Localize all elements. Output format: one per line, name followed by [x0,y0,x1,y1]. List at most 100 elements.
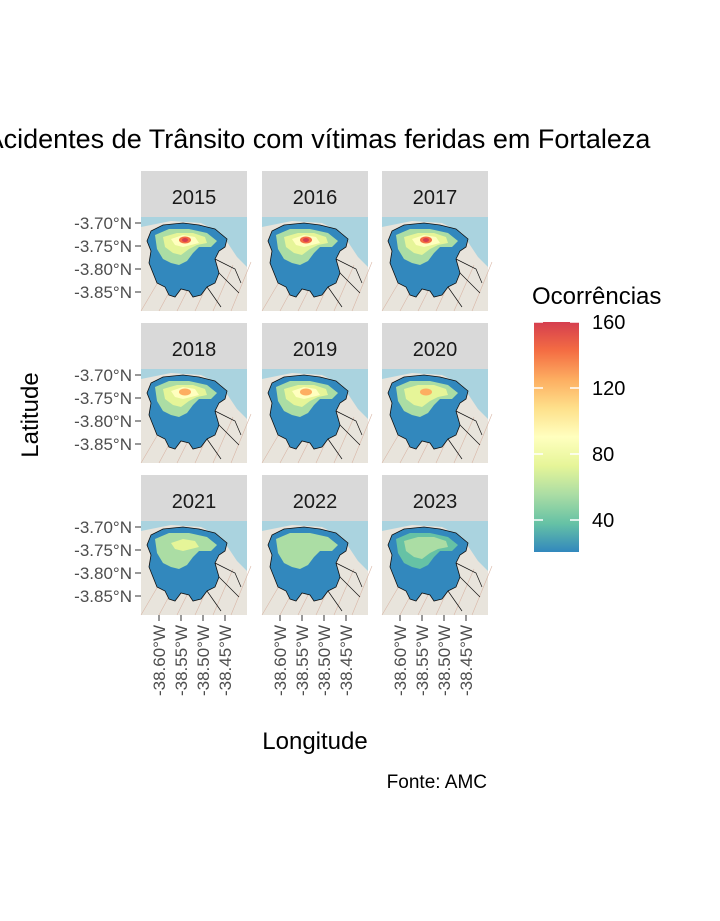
map-road [212,264,234,312]
caption: Fonte: AMC [387,772,487,793]
boundary-line [447,562,483,612]
legend-ticks: 160 120 80 40 [534,312,625,532]
density-zone-high [284,537,328,559]
map-area [140,521,252,616]
x-tick-label: -38.55°W [293,625,312,696]
chart-title: Acidentes de Trânsito com vítimas ferida… [0,124,651,154]
map-sea [382,217,488,267]
boundary-line [327,258,363,308]
legend-title: Ocorrências [532,283,661,310]
map-road [230,261,252,312]
map-area [261,521,373,616]
legend: Ocorrências 160 120 80 40 [532,283,661,552]
y-tick-label: -3.70°N [74,518,132,537]
map-road [230,565,252,616]
facet-strip-label: 2021 [172,491,217,513]
density-hotspot-core [303,238,309,242]
boundary-line [327,410,363,460]
legend-label: 120 [592,378,625,400]
density-hotspot [179,388,191,396]
x-tick-label: -38.45°W [457,625,476,696]
density-hotspot-core [423,238,429,242]
legend-label: 80 [592,444,614,466]
facet-strip [262,323,368,369]
map-area [381,369,493,464]
facet-panel-2022: 2022 [261,475,373,616]
density-zone-higher [171,539,199,551]
x-tick-label: -38.45°W [337,625,356,696]
legend-label: 40 [592,510,614,532]
x-tick-label: -38.50°W [194,625,213,696]
map-sea [141,217,247,267]
map-sea [262,217,368,267]
map-road [351,261,373,312]
boundary-line [447,410,483,460]
facet-strip-label: 2020 [413,339,458,361]
density-hotspot [300,388,312,396]
map-sea [262,521,368,571]
facet-strip-label: 2023 [413,491,458,513]
y-tick-label: -3.80°N [74,564,132,583]
facet-strip [141,475,247,521]
y-tick-label: -3.75°N [74,541,132,560]
y-tick-label: -3.70°N [74,366,132,385]
map-sea [141,369,247,419]
map-road [453,568,475,616]
map-area [140,369,252,464]
legend-colorbar [534,322,579,552]
facet-strip-label: 2015 [172,187,217,209]
map-road [471,413,493,464]
facet-panel-2017: 2017 [381,171,493,312]
y-axis: -3.70°N -3.75°N -3.80°N -3.85°N -3.70°N -3.75… [74,214,141,606]
boundary-line [206,562,242,612]
map-road [230,413,252,464]
facet-panel-2016: 2016 [261,171,373,312]
map-area [140,217,252,312]
map-road [453,264,475,312]
density-hotspot-core [182,238,188,242]
facet-strip-label: 2019 [293,339,338,361]
facet-strip-label: 2016 [293,187,338,209]
map-road [351,413,373,464]
facet-strip [382,323,488,369]
legend-label: 160 [592,312,625,334]
x-tick-label: -38.55°W [172,625,191,696]
map-road [212,416,234,464]
y-tick-label: -3.85°N [74,587,132,606]
facet-strip [141,323,247,369]
facet-strip [382,171,488,217]
x-tick-label: -38.45°W [216,625,235,696]
map-road [351,565,373,616]
facet-panel-2018: 2018 [140,323,252,464]
map-sea [262,369,368,419]
facet-panel-2020: 2020 [381,323,493,464]
facet-panels: 2015 2016 2017 2018 2019 2020 2021 2022 2023 [140,171,493,616]
facet-strip [262,475,368,521]
map-road [471,261,493,312]
map-area [261,369,373,464]
density-zone-high [404,537,448,559]
map-road [333,416,355,464]
facet-strip-label: 2022 [293,491,338,513]
map-sea [382,369,488,419]
x-tick-label: -38.50°W [435,625,454,696]
map-road [333,264,355,312]
map-area [381,217,493,312]
y-tick-label: -3.85°N [74,435,132,454]
x-axis: -38.60°W -38.55°W -38.50°W -38.45°W -38.60°W… [150,615,476,696]
x-tick-label: -38.50°W [315,625,334,696]
y-tick-label: -3.80°N [74,260,132,279]
y-tick-label: -3.80°N [74,412,132,431]
facet-panel-2021: 2021 [140,475,252,616]
map-sea [141,521,247,571]
y-axis-title: Latitude [17,372,44,457]
y-tick-label: -3.85°N [74,283,132,302]
x-tick-label: -38.60°W [391,625,410,696]
y-tick-label: -3.75°N [74,389,132,408]
y-tick-label: -3.75°N [74,237,132,256]
map-area [261,217,373,312]
map-road [453,416,475,464]
map-road [333,568,355,616]
map-road [471,565,493,616]
